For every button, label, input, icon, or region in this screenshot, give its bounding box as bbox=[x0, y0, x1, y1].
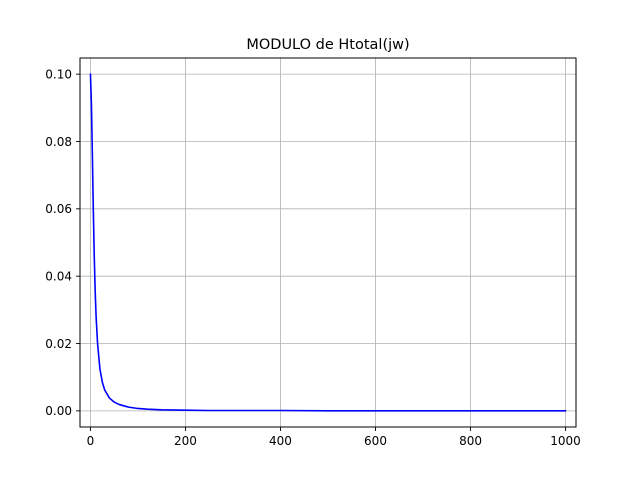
y-tick-label: 0.06 bbox=[45, 202, 72, 216]
x-tick-label: 600 bbox=[364, 434, 387, 448]
y-tick-label: 0.04 bbox=[45, 269, 72, 283]
x-tick-label: 200 bbox=[174, 434, 197, 448]
axes bbox=[79, 57, 577, 428]
ticks: 0 200 400 600 800 1000 0.00 0.02 0.04 0.06 0.08 0.1… bbox=[45, 67, 581, 448]
x-tick-label: 800 bbox=[459, 434, 482, 448]
series-layer bbox=[89, 73, 567, 412]
y-tick-label: 0.00 bbox=[45, 404, 72, 418]
y-tick-label: 0.10 bbox=[45, 67, 72, 81]
x-tick-label: 400 bbox=[269, 434, 292, 448]
x-tick-label: 0 bbox=[87, 434, 95, 448]
series-line-1 bbox=[89, 73, 567, 412]
y-tick-label: 0.02 bbox=[45, 337, 72, 351]
chart-title: MODULO de Htotal(jw) bbox=[246, 37, 409, 53]
y-tick-label: 0.08 bbox=[45, 135, 72, 149]
grid bbox=[80, 58, 576, 427]
plot-frame bbox=[79, 57, 577, 428]
x-tick-label: 1000 bbox=[550, 434, 581, 448]
